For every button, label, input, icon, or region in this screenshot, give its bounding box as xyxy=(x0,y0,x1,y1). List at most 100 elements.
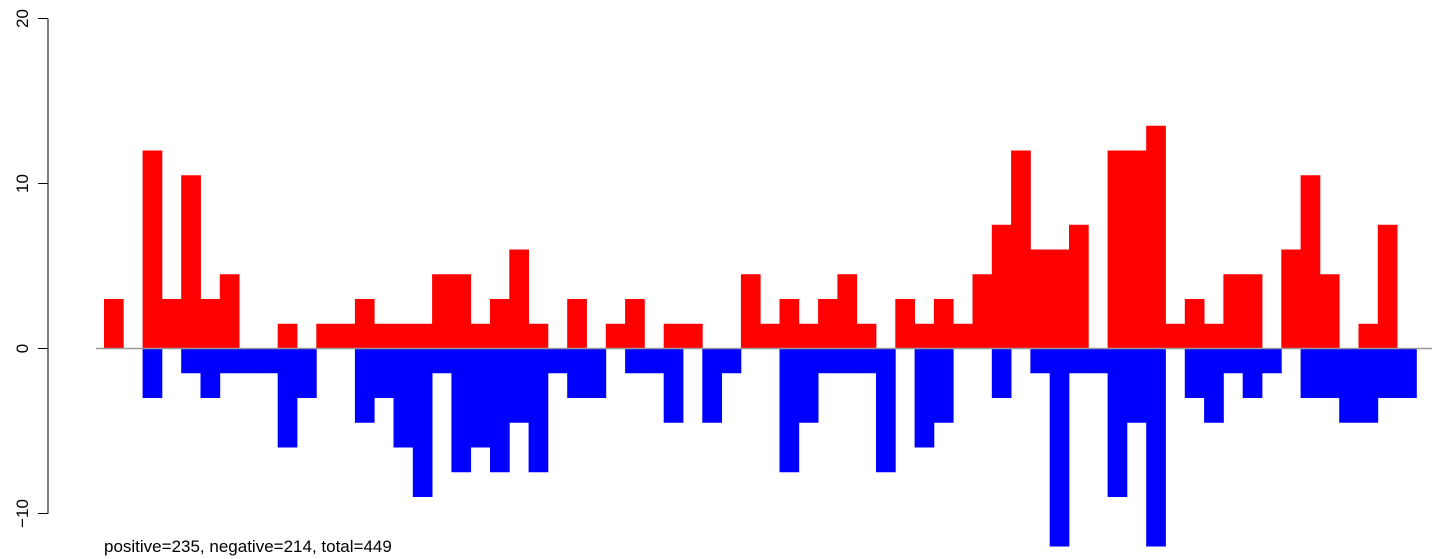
negative-bar xyxy=(625,348,645,374)
negative-bar xyxy=(1030,348,1051,374)
positive-bar xyxy=(1358,323,1379,349)
positive-bar xyxy=(1049,249,1070,349)
negative-bar xyxy=(451,348,472,473)
positive-bar xyxy=(818,299,838,349)
positive-bar xyxy=(1377,224,1398,349)
negative-bar xyxy=(200,348,221,398)
positive-bar xyxy=(374,323,394,349)
negative-bar xyxy=(374,348,394,398)
positive-bar xyxy=(490,299,510,349)
positive-bar xyxy=(1319,274,1340,349)
positive-bar xyxy=(354,299,375,349)
positive-bar xyxy=(991,224,1012,349)
y-axis: −10 0 10 20 xyxy=(13,9,49,528)
negative-bar xyxy=(1107,348,1128,497)
positive-bar xyxy=(470,323,491,349)
positive-bar xyxy=(1165,323,1186,349)
positive-bar xyxy=(161,299,182,349)
positive-bar xyxy=(1126,150,1147,349)
negative-bar xyxy=(991,348,1012,398)
negative-bar xyxy=(258,348,279,374)
positive-bar xyxy=(798,323,819,349)
negative-bar xyxy=(354,348,375,423)
negative-bar xyxy=(1397,348,1417,398)
negative-bar xyxy=(1069,348,1089,374)
positive-bar xyxy=(837,274,858,349)
negative-bar xyxy=(1377,348,1398,398)
positive-bar xyxy=(972,274,993,349)
negative-bar xyxy=(297,348,317,398)
negative-bar xyxy=(1300,348,1321,398)
positive-bar xyxy=(740,274,761,349)
positive-bar xyxy=(335,323,356,349)
positive-bar xyxy=(760,323,780,349)
positive-bar xyxy=(1146,125,1166,349)
positive-bar xyxy=(625,299,645,349)
positive-bar xyxy=(432,274,452,349)
negative-bar xyxy=(490,348,510,473)
positive-bar xyxy=(142,150,163,349)
positive-bar xyxy=(200,299,221,349)
negative-bar xyxy=(1146,348,1166,547)
positive-bar xyxy=(104,299,124,349)
negative-bar xyxy=(663,348,684,423)
positive-bar xyxy=(219,274,240,349)
negative-bar xyxy=(509,348,529,423)
negative-bar xyxy=(1223,348,1244,374)
negative-bar xyxy=(277,348,298,448)
negative-bar xyxy=(1184,348,1205,398)
positive-bar xyxy=(856,323,877,349)
negative-bar xyxy=(876,348,896,473)
positive-bar xyxy=(663,323,684,349)
positive-bar xyxy=(181,175,201,349)
negative-bar xyxy=(432,348,452,374)
negative-bar xyxy=(1126,348,1147,423)
negative-bar xyxy=(412,348,433,497)
positive-bar xyxy=(393,323,414,349)
negative-bar xyxy=(239,348,259,374)
positive-bars xyxy=(104,125,1398,349)
positive-bar xyxy=(1204,323,1224,349)
positive-bar xyxy=(953,323,973,349)
negative-bar xyxy=(1204,348,1224,423)
negative-bar xyxy=(142,348,163,398)
positive-bar xyxy=(1030,249,1051,349)
y-tick-label: 20 xyxy=(13,9,32,28)
negative-bar xyxy=(547,348,568,374)
positive-bar xyxy=(895,299,915,349)
positive-bar xyxy=(1107,150,1128,349)
negative-bars xyxy=(142,348,1417,547)
negative-bar xyxy=(219,348,240,374)
negative-bar xyxy=(470,348,491,448)
positive-bar xyxy=(933,299,954,349)
positive-bar xyxy=(605,323,626,349)
negative-bar xyxy=(1242,348,1263,398)
negative-bar xyxy=(721,348,742,374)
negative-bar xyxy=(933,348,954,423)
negative-bar xyxy=(856,348,877,374)
negative-bar xyxy=(1088,348,1108,374)
negative-bar xyxy=(702,348,722,423)
negative-bar xyxy=(837,348,858,374)
y-tick-label: 10 xyxy=(13,174,32,193)
negative-bar xyxy=(181,348,201,374)
negative-bar xyxy=(914,348,935,448)
negative-bar xyxy=(567,348,587,398)
positive-bar xyxy=(412,323,433,349)
negative-bar xyxy=(798,348,819,423)
negative-bar xyxy=(393,348,414,448)
positive-bar xyxy=(509,249,529,349)
positive-bar xyxy=(316,323,336,349)
negative-bar xyxy=(1319,348,1340,398)
y-tick-label: −10 xyxy=(13,499,32,528)
y-tick-label: 0 xyxy=(13,344,32,353)
positive-bar xyxy=(1011,150,1031,349)
positive-bar xyxy=(1281,249,1301,349)
positive-bar xyxy=(451,274,472,349)
negative-bar xyxy=(1049,348,1070,547)
positive-bar xyxy=(914,323,935,349)
negative-bar xyxy=(1358,348,1379,423)
summary-text: positive=235, negative=214, total=449 xyxy=(104,537,392,556)
